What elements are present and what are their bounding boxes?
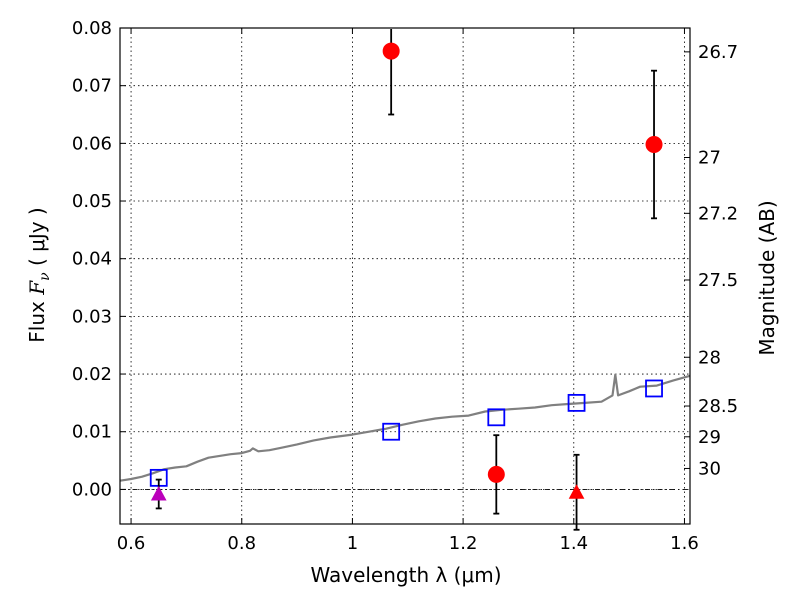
model-spectrum [119,373,691,482]
plot-frame [119,27,691,525]
circle-marker [645,136,663,154]
x-tick-label: 1.2 [449,533,478,554]
y-tick-labels: 0.00 0.01 0.02 0.03 0.04 0.05 0.06 0.07 0.08 [72,18,112,500]
y-tick-label: 0.05 [72,191,112,212]
y-tick-label: 0.07 [72,76,112,97]
x-tick-label: 1 [347,533,358,554]
y2-tick-label: 27 [698,147,721,168]
y2-tick-label: 30 [698,458,721,479]
x-axis-label: Wavelength λ (μm) [310,563,501,587]
y-axis-label-prefix: Flux [25,295,49,343]
square-marker [382,422,401,441]
y2-tick-label: 27.2 [698,203,738,224]
grid [120,27,690,524]
y2-tick-label: 29 [698,427,721,448]
square-marker [567,393,586,412]
y-axis-label-unit: ( μJy ) [25,207,49,272]
y-tick-label: 0.06 [72,133,112,154]
x-tick-labels: 0.6 0.8 1 1.2 1.4 1.6 [117,533,699,554]
data-marks [149,29,663,531]
y-axis-label-subscript: ν [37,272,53,281]
y2-tick-labels: 26.7 27 27.2 27.5 28 28.5 29 30 [698,42,738,480]
x-tick-label: 0.8 [227,533,256,554]
y-axis-label: Flux Fν ( μJy ) [25,207,53,342]
triangle-marker [150,485,167,501]
y-tick-label: 0.02 [72,364,112,385]
y-tick-label: 0.03 [72,306,112,327]
x-tick-label: 1.6 [670,533,699,554]
y2-tick-label: 28 [698,347,721,368]
y-tick-label: 0.08 [72,18,112,39]
square-marker [645,379,663,398]
y2-tick-label: 27.5 [698,270,738,291]
square-marker [487,408,506,427]
x-tick-label: 0.6 [117,533,146,554]
y-axis-label-symbol: F [25,280,49,296]
y2-axis-label: Magnitude (AB) [755,200,779,355]
y-tick-label: 0.04 [72,249,112,270]
model-spectrum-line [119,373,691,482]
circle-marker [382,42,400,60]
ticks [120,27,690,524]
triangle-marker [568,484,585,499]
y2-tick-label: 26.7 [698,42,738,63]
circle-marker [487,465,505,483]
x-tick-label: 1.4 [559,533,588,554]
y-tick-label: 0.00 [72,479,112,500]
y-tick-label: 0.01 [72,422,112,443]
y2-tick-label: 28.5 [698,396,738,417]
